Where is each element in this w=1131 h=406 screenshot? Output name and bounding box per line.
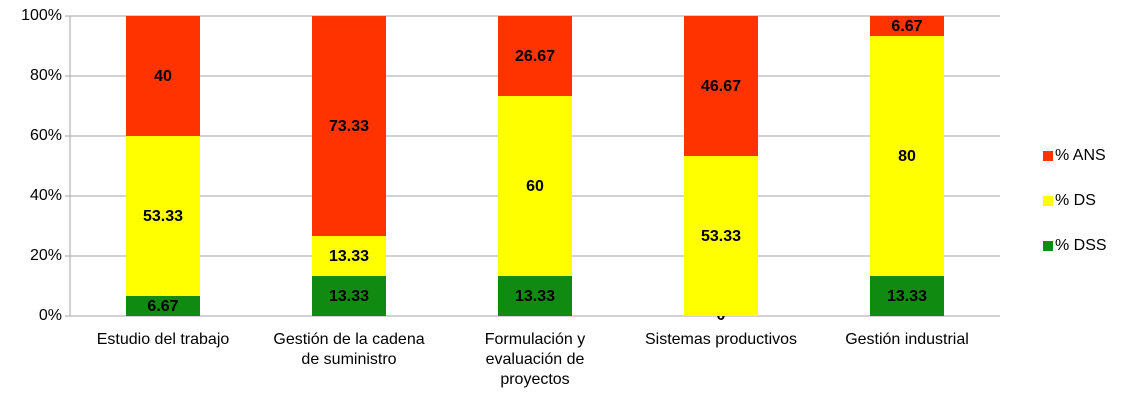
bar-segment bbox=[870, 36, 944, 277]
data-label: 26.67 bbox=[515, 48, 555, 65]
legend-label: % ANS bbox=[1055, 147, 1106, 164]
bar-segment bbox=[312, 16, 386, 237]
y-tick-label: 40% bbox=[30, 187, 62, 204]
x-tick-label: Estudio del trabajo bbox=[96, 331, 230, 348]
bar-segment bbox=[312, 236, 386, 277]
bar-segment bbox=[498, 16, 572, 97]
data-label: 80 bbox=[898, 148, 916, 165]
bar-segment bbox=[870, 276, 944, 316]
data-label: 46.67 bbox=[701, 78, 741, 95]
y-tick-label: 0% bbox=[39, 307, 62, 324]
bar-segment bbox=[870, 16, 944, 37]
data-label: 13.33 bbox=[329, 248, 369, 265]
x-tick-label: Sistemas productivos bbox=[644, 331, 798, 348]
bar-segment bbox=[126, 16, 200, 136]
y-tick-label: 100% bbox=[21, 7, 62, 24]
data-label: 73.33 bbox=[329, 118, 369, 135]
y-tick-label: 20% bbox=[30, 247, 62, 264]
data-label: 53.33 bbox=[143, 208, 183, 225]
bar-segment bbox=[498, 276, 572, 316]
bar-segment bbox=[312, 276, 386, 316]
data-label: 13.33 bbox=[329, 288, 369, 305]
bar-segment bbox=[126, 136, 200, 296]
data-label: 13.33 bbox=[887, 288, 927, 305]
y-tick-label: 80% bbox=[30, 67, 62, 84]
y-tick-label: 60% bbox=[30, 127, 62, 144]
bar-segment bbox=[498, 96, 572, 277]
x-tick-label: Gestión de la cadena de suministro bbox=[273, 331, 425, 368]
data-label: 6.67 bbox=[891, 18, 922, 35]
data-label: 60 bbox=[526, 178, 544, 195]
data-label: 53.33 bbox=[701, 228, 741, 245]
legend-label: % DS bbox=[1055, 192, 1096, 209]
legend-swatch bbox=[1043, 241, 1053, 251]
bar-segment bbox=[126, 295, 200, 316]
legend-label: % DSS bbox=[1055, 237, 1107, 254]
legend-swatch bbox=[1043, 196, 1053, 206]
x-tick-label: Formulación y evaluación de proyectos bbox=[484, 331, 586, 388]
bar-segment bbox=[684, 16, 758, 157]
data-label: 40 bbox=[154, 68, 172, 85]
data-label: 13.33 bbox=[515, 288, 555, 305]
bar-segment bbox=[684, 156, 758, 316]
data-label: 6.67 bbox=[147, 298, 178, 315]
x-tick-label: Gestión industrial bbox=[845, 331, 969, 348]
legend-swatch bbox=[1043, 151, 1053, 161]
